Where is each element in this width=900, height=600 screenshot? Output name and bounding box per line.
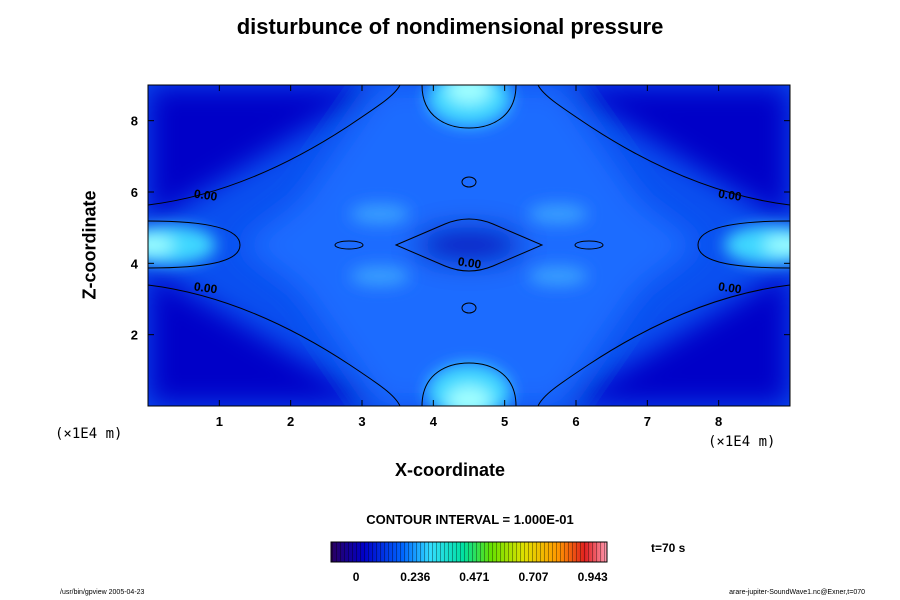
contour-labels: 0.00 0.00 0.00 0.00 0.00: [193, 187, 743, 297]
contour-right-cap: [697, 220, 790, 269]
contour-small-left: [334, 240, 364, 250]
footer-right: arare-jupiter-SoundWave1.nc@Exner,t=070: [729, 589, 865, 596]
contour-diag-upper-right: [537, 85, 790, 206]
x-tick-label: 8: [715, 414, 722, 429]
z-unit-label: (×1E4 m): [708, 434, 776, 450]
x-tick-label: 4: [430, 414, 438, 429]
time-label: t=70 s: [651, 541, 686, 555]
contour-label: 0.00: [193, 187, 218, 204]
x-unit-label: (×1E4 m): [55, 426, 123, 442]
colorbar-tick-label: 0.471: [459, 570, 489, 584]
contour-bottom: [421, 362, 517, 406]
y-tick-label: 2: [131, 328, 138, 343]
colorbar-tick-label: 0: [353, 570, 360, 584]
contour-diag-lower-right: [537, 284, 790, 406]
x-tick-label: 1: [216, 414, 223, 429]
y-axis-label: Z-coordinate: [79, 190, 100, 300]
contour-interval-label: CONTOUR INTERVAL = 1.000E-01: [366, 512, 574, 527]
chart-title: disturbunce of nondimensional pressure: [236, 14, 664, 39]
contour-small-right: [574, 240, 604, 250]
y-tick-label: 4: [131, 256, 139, 271]
colorbar-ticks: 0 0.236 0.471 0.707 0.943: [353, 570, 608, 584]
contour-diag-upper-left: [148, 85, 401, 206]
x-tick-label: 2: [287, 414, 294, 429]
contour-label: 0.00: [457, 254, 482, 271]
y-tick-label: 6: [131, 185, 138, 200]
contour-label: 0.00: [193, 279, 218, 296]
x-tick-label: 5: [501, 414, 508, 429]
contour-label: 0.00: [717, 279, 742, 296]
pressure-field: 0.00 0.00 0.00 0.00 0.00: [148, 85, 790, 406]
contour-top: [421, 85, 517, 129]
y-tick-label: 8: [131, 114, 138, 129]
plot-frame: [147, 84, 791, 407]
contour-center-diamond: [394, 218, 544, 272]
contour-small-bottom: [461, 302, 477, 314]
colorbar-tick-label: 0.943: [578, 570, 608, 584]
x-axis-label: X-coordinate: [394, 460, 505, 480]
footer-left: /usr/bin/gpview 2005-04-23: [60, 589, 145, 596]
axis-ticks: 1 2 3 4 5 6 7 8 2 4 6 8: [131, 85, 790, 429]
contour-small-top: [461, 176, 477, 188]
contour-diag-lower-left: [148, 284, 401, 406]
x-tick-label: 6: [572, 414, 579, 429]
colorbar-frame: [330, 541, 608, 563]
colorbar-tick-label: 0.236: [400, 570, 430, 584]
contour-lines: [148, 85, 790, 406]
x-tick-label: 3: [358, 414, 365, 429]
contour-left-cap: [148, 220, 241, 269]
contour-label: 0.00: [717, 187, 742, 204]
x-tick-label: 7: [644, 414, 651, 429]
colorbar-tick-label: 0.707: [518, 570, 548, 584]
